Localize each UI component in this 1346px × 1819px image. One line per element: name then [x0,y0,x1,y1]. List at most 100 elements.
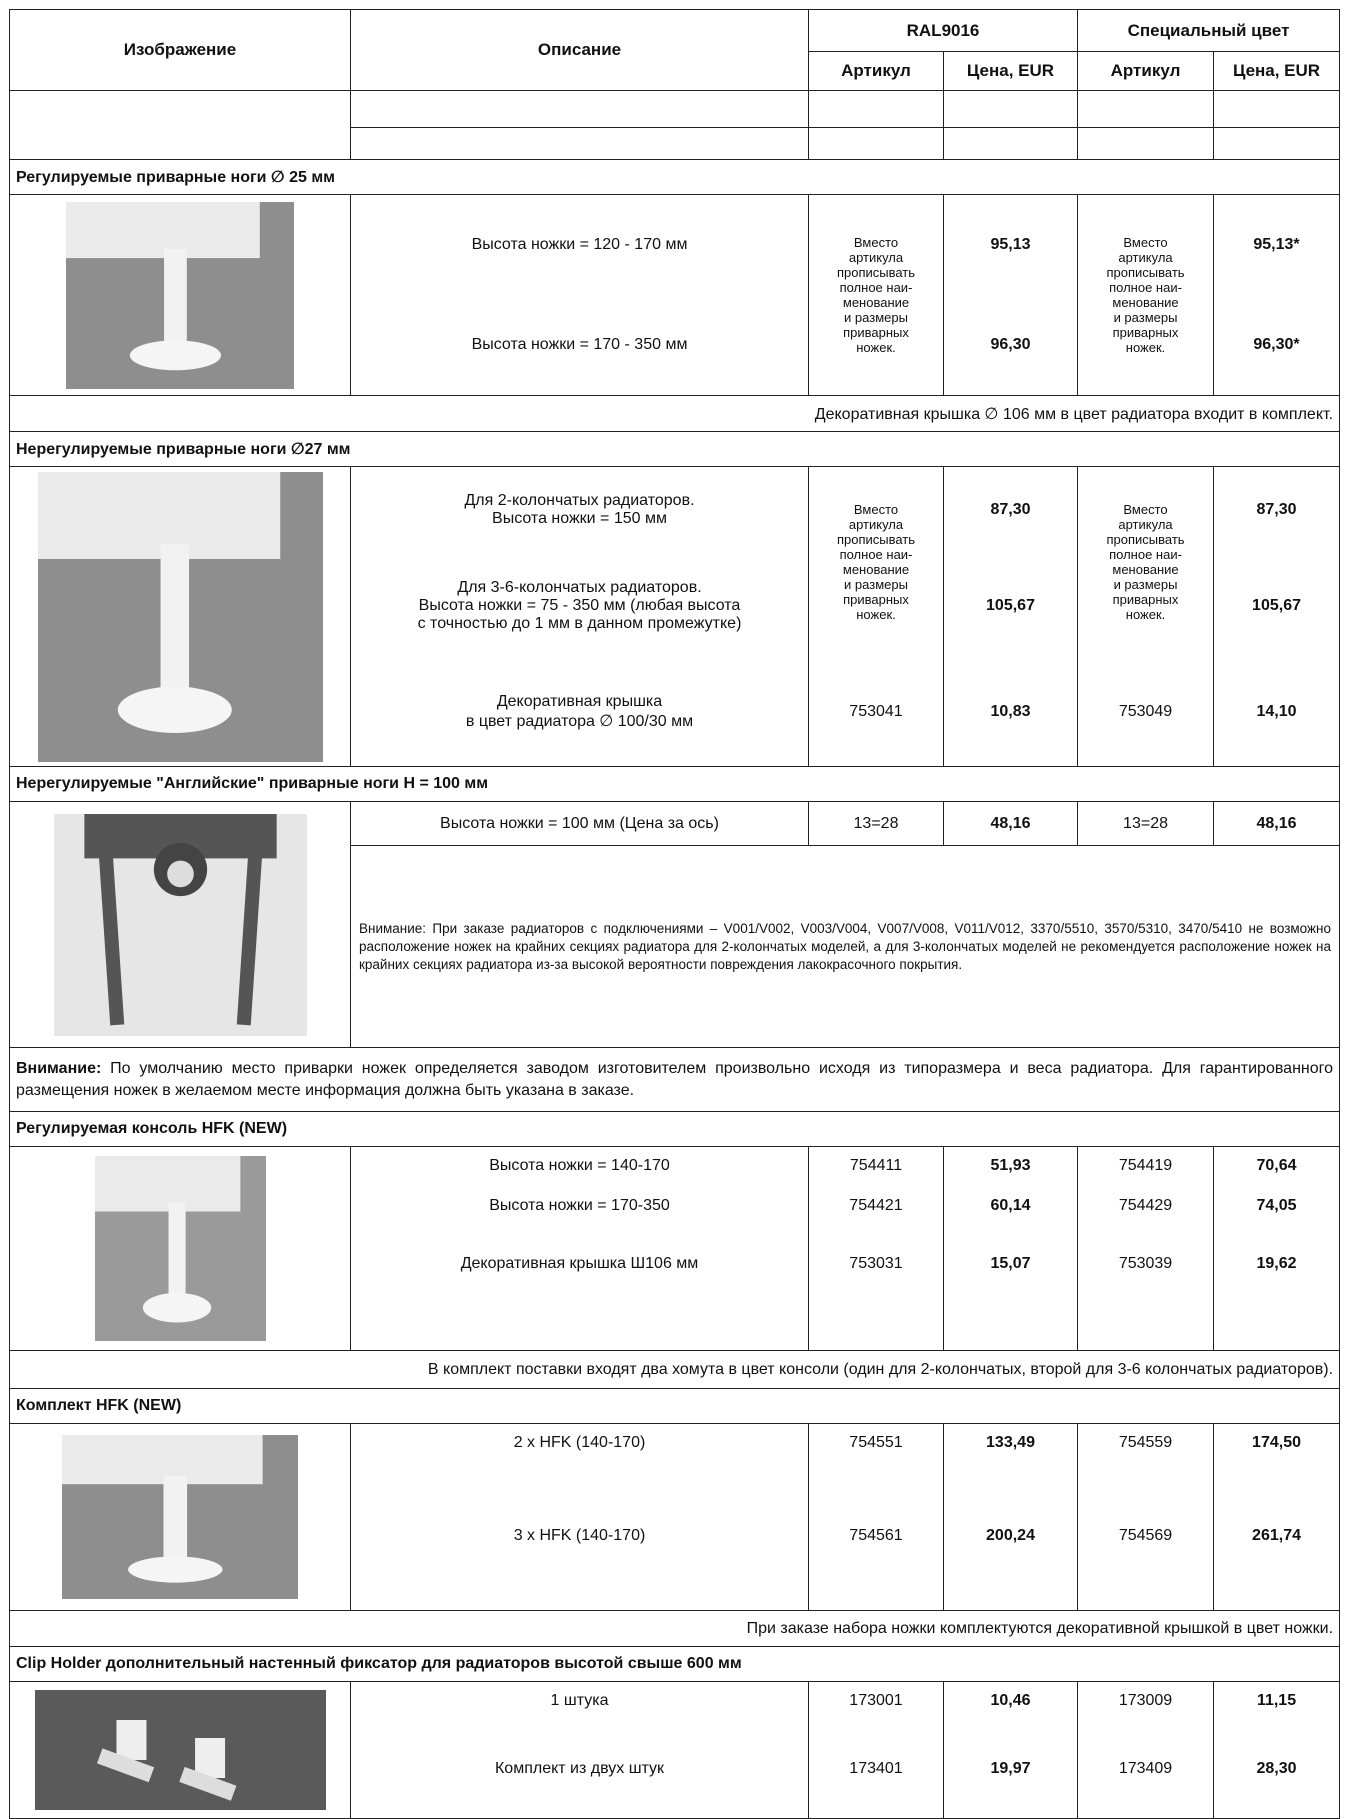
article: 753041 [808,657,944,767]
description: Высота ножки = 120 - 170 мм [350,194,809,295]
description: Высота ножки = 170-350 [350,1186,809,1245]
section-title-row: Комплект HFK (NEW) [8,1388,1341,1424]
article: 173401 [808,1749,944,1819]
product-image [34,1690,326,1810]
price-table-wrap: Изображение Описание RAL9016 Специальный… [8,9,1341,1819]
price: 10,83 [942,657,1079,767]
note: При заказе набора ножки комплектуются де… [8,1610,1341,1647]
section-title-row: Регулируемые приварные ноги ∅ 25 мм [8,159,1341,195]
product-row: Высота ножки = 120 - 170 мм Вместо артику… [9,194,1341,396]
description: Комплект из двух штук [350,1749,809,1819]
price: 28,30 [1213,1749,1341,1819]
note-row: При заказе набора ножки комплектуются де… [8,1610,1341,1647]
price: 19,62 [1213,1244,1341,1351]
article: 753039 [1077,1244,1215,1351]
article: 754411 [808,1146,944,1187]
section-title-row: Регулируемая консоль HFK (NEW) [8,1111,1341,1147]
attention-label: Внимание: [16,1059,102,1077]
price: 96,30 [942,294,1079,396]
attention-text: По умолчанию место приварки ножек опреде… [16,1059,1334,1099]
note-row: В комплект поставки входят два хомута в … [8,1350,1341,1389]
article: 173001 [808,1681,944,1750]
header-cell: Описание [350,9,809,91]
note-row: Декоративная крышка ∅ 106 мм в цвет ради… [8,395,1341,432]
section-title: Комплект HFK (NEW) [8,1388,1341,1424]
product-row: Декоративная крышка Ш106 мм 753031 15,07 75… [10,1244,1341,1351]
note: Декоративная крышка ∅ 106 мм в цвет ради… [8,395,1341,432]
price: 51,93 [942,1146,1079,1187]
price: 261,74 [1213,1516,1341,1611]
price: 105,67 [1213,553,1341,658]
price: 48,16 [942,801,1079,846]
price: 174,50 [1213,1423,1341,1517]
product-row: Для 2-колончатых радиаторов. Высота ножк… [9,466,1341,767]
price: 14,10 [1213,657,1341,767]
description: Декоративная крышка Ш106 мм [350,1244,809,1351]
article: 754559 [1077,1423,1215,1517]
section-title: Нерегулируемые "Английские" приварные но… [8,766,1341,802]
product-row: 3 x HFK (140-170) 754561 200,24 754569 261,7… [10,1516,1341,1611]
header-cell: Артикул [1077,51,1215,91]
article: 753031 [808,1244,944,1351]
price: 133,49 [942,1423,1079,1517]
section-title: Нерегулируемые приварные ноги ∅27 мм [8,431,1341,467]
article: 753049 [1077,657,1215,767]
product-row: Высота ножки = 170 - 350 мм 96,30 96,30* [10,294,1341,396]
note: В комплект поставки входят два хомута в … [8,1350,1341,1389]
price: 48,16 [1213,801,1341,846]
description: 1 штука [350,1681,809,1750]
article: 754429 [1077,1186,1215,1245]
empty-row [9,90,1341,128]
section-title: Регулируемые приварные ноги ∅ 25 мм [8,159,1341,195]
image-cell [9,1146,351,1351]
article: 754569 [1077,1516,1215,1611]
price: 95,13* [1213,194,1341,295]
price: 15,07 [942,1244,1079,1351]
description: 3 x HFK (140-170) [350,1516,809,1611]
article-note: Вместо артикула прописывать полное наи- … [1077,194,1215,396]
article: 13=28 [1077,801,1215,846]
header-row: Артикул Цена, EUR Артикул Цена, EUR [10,51,1341,91]
price: 11,15 [1213,1681,1341,1750]
warning: Внимание: При заказе радиаторов с подклю… [349,845,1341,1048]
product-image [94,1156,266,1341]
description: Высота ножки = 140-170 [350,1146,809,1187]
header-cell: Цена, EUR [1213,51,1341,91]
section-title-row: Нерегулируемые "Английские" приварные но… [8,766,1341,802]
price: 95,13 [942,194,1079,295]
empty-row [9,127,1341,160]
header-cell: Цена, EUR [942,51,1079,91]
header-cell: Специальный цвет [1077,9,1341,52]
description: Для 3-6-колончатых радиаторов. Высота но… [350,553,809,658]
article: 173009 [1077,1681,1215,1750]
price: 74,05 [1213,1186,1341,1245]
article-note: Вместо артикула прописывать полное наи- … [1077,466,1215,658]
product-row: 2 x HFK (140-170) 754551 133,49 754559 174,5… [9,1423,1341,1611]
price: 87,30 [1213,466,1341,554]
description: Декоративная крышка в цвет радиатора ∅ 1… [350,657,809,767]
article: 754561 [808,1516,944,1611]
price: 19,97 [942,1749,1079,1819]
price: 70,64 [1213,1146,1341,1187]
product-image [62,1435,298,1599]
product-row: Для 3-6-колончатых радиаторов. Высота но… [10,553,1341,658]
attention: Внимание: По умолчанию место приварки но… [8,1047,1341,1112]
header-cell: Изображение [9,9,351,91]
price: 200,24 [942,1516,1079,1611]
price-table: Изображение Описание RAL9016 Специальный… [8,9,1341,1819]
article: 13=28 [808,801,944,846]
product-row: 1 штука 173001 10,46 173009 11,15 [9,1681,1341,1819]
product-image [37,471,323,762]
image-cell [9,1681,351,1819]
header-row: Изображение Описание RAL9016 Специальный… [9,9,1341,91]
price: 96,30* [1213,294,1341,396]
article: 754419 [1077,1146,1215,1187]
warning-row: Внимание: При заказе радиаторов с подклю… [10,845,1341,1048]
section-title: Регулируемая консоль HFK (NEW) [8,1111,1341,1147]
section-title-row: Нерегулируемые приварные ноги ∅27 мм [8,431,1341,467]
section-title: Clip Holder дополнительный настенный фик… [8,1646,1341,1682]
product-row: Комплект из двух штук 173401 19,97 173409 28… [10,1749,1341,1819]
product-row: Высота ножки = 170-350 754421 60,14 754429 7… [10,1186,1341,1245]
article: 754421 [808,1186,944,1245]
